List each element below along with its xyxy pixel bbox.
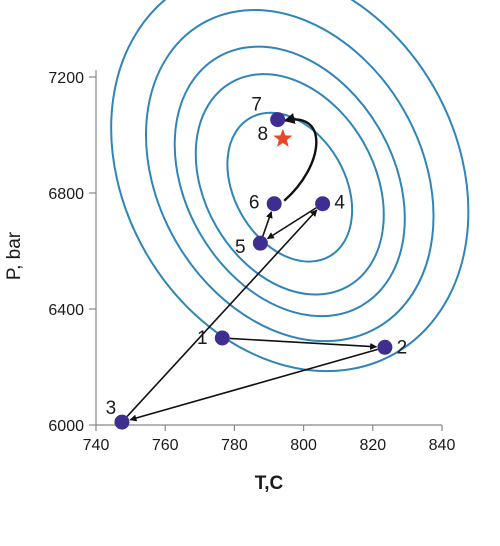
axes — [95, 70, 442, 426]
y-tick-label: 6000 — [48, 418, 84, 435]
data-point-3 — [114, 414, 130, 430]
y-tick-label: 6400 — [48, 302, 84, 319]
point-label-1: 1 — [197, 328, 208, 349]
point-label-5: 5 — [235, 237, 246, 258]
x-tick-label: 740 — [83, 437, 110, 454]
point-label-4: 4 — [334, 193, 345, 214]
data-point-1 — [214, 330, 230, 346]
x-tick-label: 840 — [429, 437, 456, 454]
y-tick-label: 6800 — [48, 186, 84, 203]
point-label-3: 3 — [106, 398, 117, 419]
point-label-6: 6 — [249, 193, 260, 214]
path-arrow-3-4 — [126, 209, 318, 418]
data-point-5 — [252, 235, 268, 251]
x-tick-label: 800 — [290, 437, 317, 454]
path-arrow-5-6 — [262, 211, 273, 237]
x-tick-label: 820 — [359, 437, 386, 454]
path-arrow-4-5 — [266, 207, 317, 240]
y-tick-label: 7200 — [48, 70, 84, 87]
point-label-2: 2 — [397, 337, 408, 358]
x-tick-label: 760 — [152, 437, 179, 454]
arrow-layer — [126, 113, 378, 422]
optimum-label: 8 — [258, 124, 269, 145]
label-layer: 1 2 3 4 5 6 7 8 — [106, 95, 408, 419]
contour-line — [110, 0, 470, 373]
data-point-6 — [266, 196, 282, 212]
curved-arrow-6-7 — [283, 113, 318, 202]
contour-line — [194, 73, 385, 296]
contour-line — [145, 9, 435, 343]
ticks-layer: 740 760 780 800 820 840 6000 6400 6800 7200 — [48, 70, 455, 454]
y-axis-title: P, bar — [4, 231, 25, 280]
contour-line — [226, 111, 354, 263]
data-point-2 — [377, 339, 393, 355]
point-label-7: 7 — [251, 95, 262, 116]
path-arrow-1-2 — [229, 337, 378, 350]
path-arrow-2-3 — [129, 348, 378, 422]
x-tick-label: 780 — [221, 437, 248, 454]
optimum-star — [273, 128, 293, 147]
contour-line — [173, 45, 406, 318]
contour-layer — [110, 0, 470, 373]
data-point-7 — [270, 112, 286, 128]
data-point-4 — [315, 196, 331, 212]
x-axis-title: T,C — [255, 473, 284, 494]
point-layer — [114, 112, 393, 430]
